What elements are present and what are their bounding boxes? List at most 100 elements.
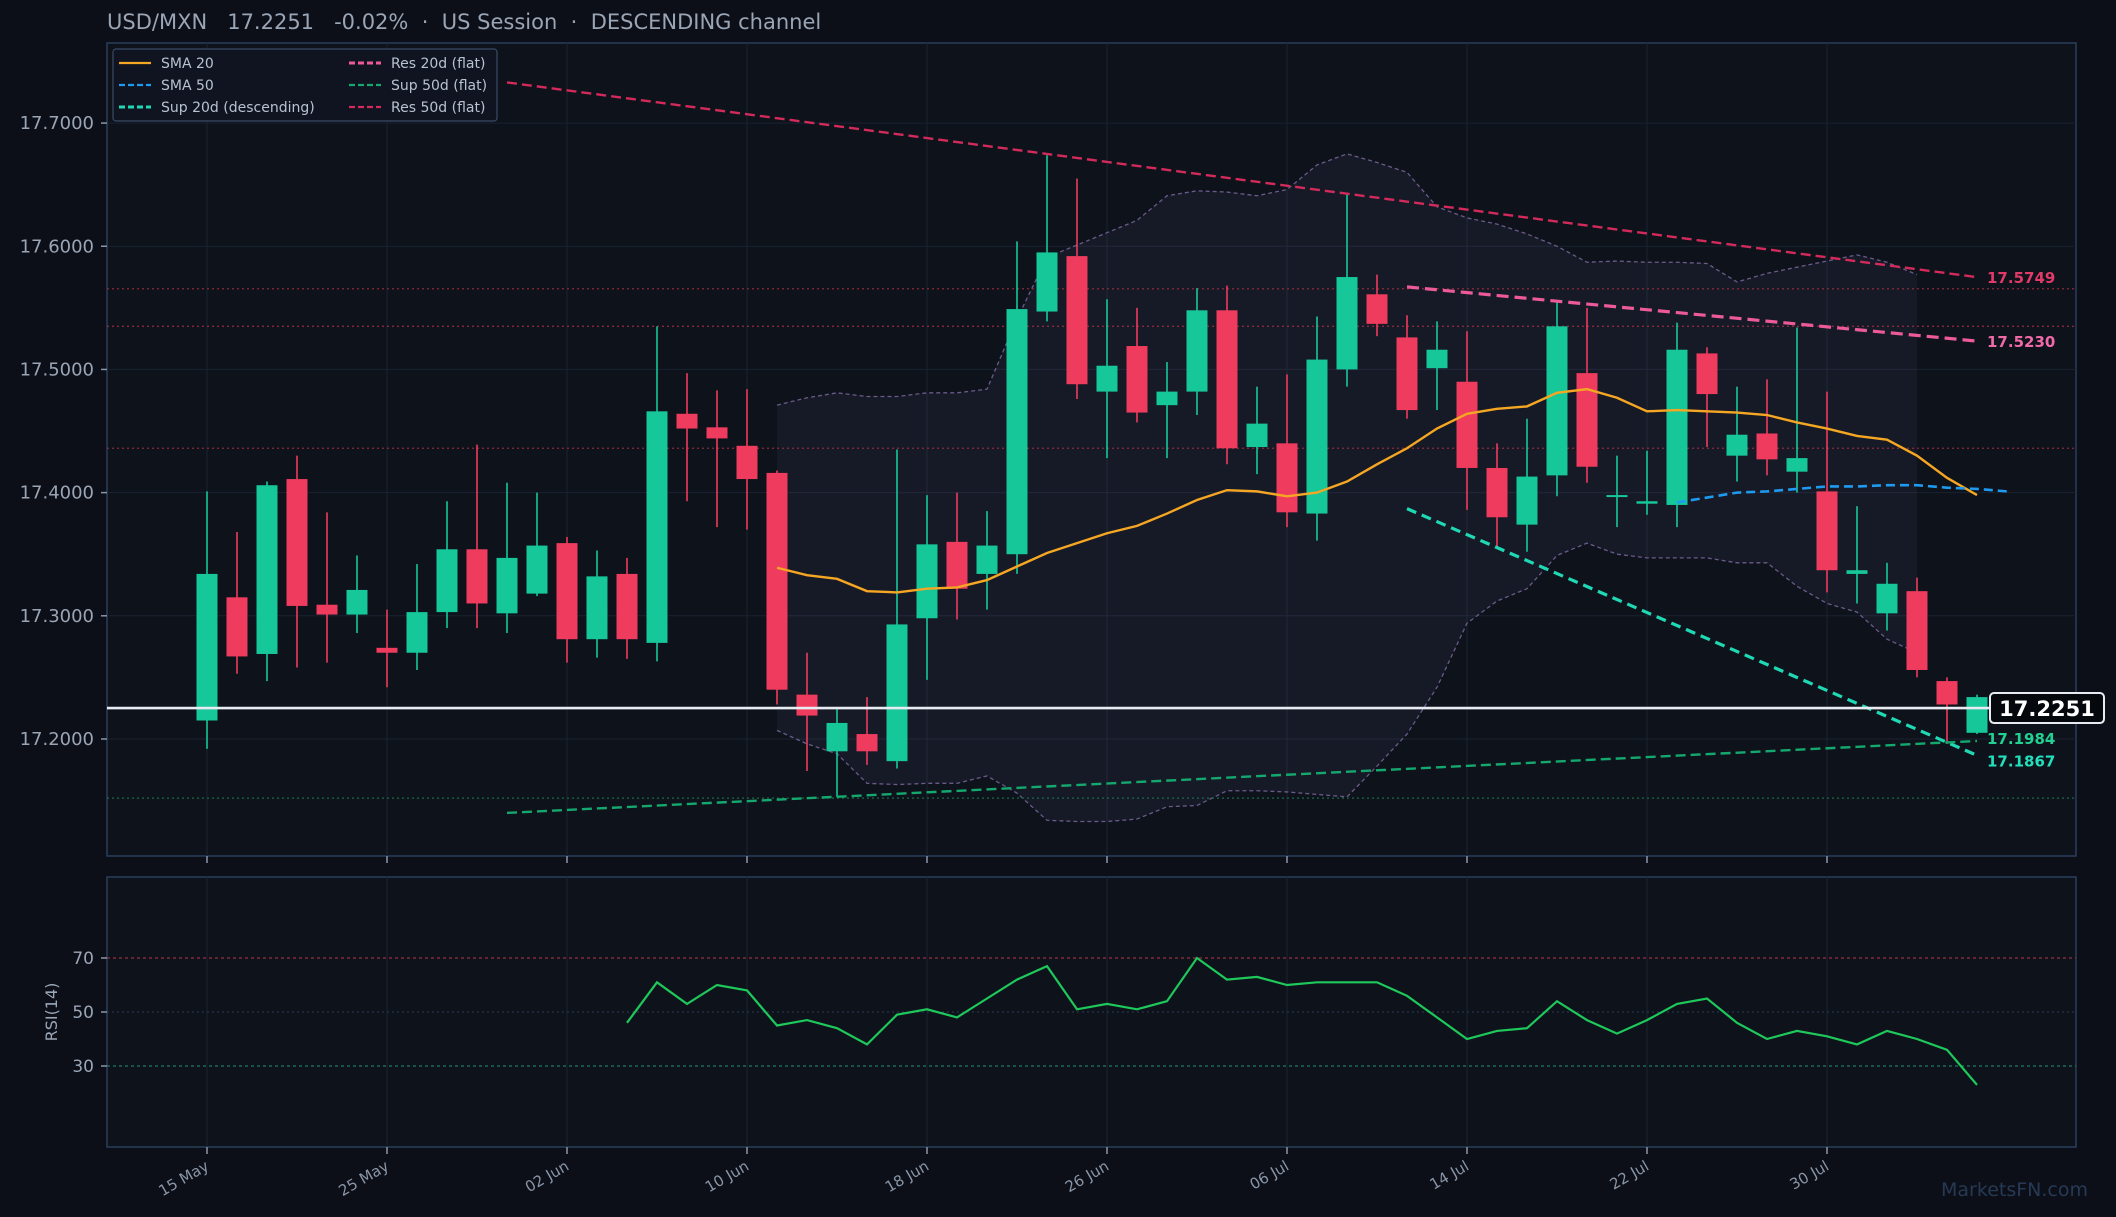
candle-body-up — [1186, 310, 1208, 392]
candle-body-down — [556, 543, 578, 640]
candle-body-down — [1216, 310, 1238, 449]
x-tick-label: 22 Jul — [1607, 1157, 1652, 1194]
title-separator: · — [570, 10, 578, 34]
candle-body-up — [1036, 252, 1058, 312]
candle-body-down — [946, 541, 968, 589]
candle-body-down — [1126, 346, 1148, 413]
legend-label: SMA 20 — [161, 56, 214, 72]
legend-label: Sup 20d (descending) — [161, 100, 315, 116]
candle-body-up — [1786, 458, 1808, 472]
candle-body-up — [1606, 495, 1628, 498]
candle-body-up — [1426, 349, 1448, 369]
legend-label: Res 50d (flat) — [391, 100, 485, 116]
candle-body-down — [1816, 491, 1838, 571]
trendline — [1406, 507, 1978, 757]
channel-label: DESCENDING channel — [590, 10, 822, 34]
candle-body-up — [1246, 423, 1268, 448]
price-label: 17.2251 — [227, 10, 315, 34]
change-label: -0.02% — [334, 10, 409, 34]
watermark: MarketsFN.com — [1941, 1179, 2088, 1201]
y-tick-label: 17.6000 — [20, 236, 94, 257]
candle-body-down — [1456, 381, 1478, 468]
trendline-value-label: 17.1867 — [1987, 752, 2055, 770]
candle-body-up — [1726, 434, 1748, 456]
session-label: US Session — [441, 10, 558, 34]
x-tick-label: 26 Jun — [1062, 1157, 1112, 1196]
candle-body-down — [1486, 467, 1508, 518]
rsi-y-tick-label: 30 — [72, 1057, 94, 1077]
candle-body-down — [766, 472, 788, 690]
legend-label: Sup 50d (flat) — [391, 78, 487, 94]
candle-body-up — [1876, 583, 1898, 614]
x-tick-label: 14 Jul — [1427, 1157, 1472, 1194]
candle-body-up — [1306, 359, 1328, 514]
y-tick-label: 17.3000 — [20, 606, 94, 627]
bollinger-upper-band — [776, 153, 1918, 406]
candle-body-up — [976, 545, 998, 574]
candle-body-down — [1396, 337, 1418, 411]
candle-body-up — [526, 545, 548, 594]
trendline — [506, 81, 1978, 279]
x-tick-label: 15 May — [155, 1157, 212, 1200]
candle-body-down — [316, 604, 338, 615]
chart-title: USD/MXN 17.2251 -0.02% · US Session · DE… — [107, 10, 821, 34]
candle-body-down — [676, 413, 698, 429]
candle-body-up — [1516, 476, 1538, 525]
candle-body-down — [706, 427, 728, 439]
rsi-y-tick-label: 70 — [72, 949, 94, 969]
candle-body-down — [466, 549, 488, 604]
candle-body-up — [436, 549, 458, 613]
candle-body-up — [1546, 326, 1568, 476]
candle-body-down — [1696, 353, 1718, 395]
trendline-value-label: 17.1984 — [1987, 730, 2055, 748]
candle-body-down — [1936, 681, 1958, 705]
x-tick-label: 02 Jun — [522, 1157, 572, 1196]
candle-body-up — [916, 544, 938, 619]
candle-body-up — [1006, 309, 1028, 555]
x-tick-label: 10 Jun — [702, 1157, 752, 1196]
rsi-y-tick-label: 50 — [72, 1003, 94, 1023]
candle-body-up — [826, 722, 848, 752]
trendline-value-label: 17.5749 — [1987, 269, 2055, 287]
candle-body-down — [1366, 294, 1388, 324]
x-tick-label: 06 Jul — [1247, 1157, 1292, 1194]
candle-body-up — [406, 612, 428, 653]
candle-body-up — [1156, 391, 1178, 406]
candle-body-down — [226, 597, 248, 657]
candle-body-down — [376, 647, 398, 653]
x-tick-label: 18 Jun — [882, 1157, 932, 1196]
symbol-label: USD/MXN — [107, 10, 208, 34]
candle-body-down — [1906, 591, 1928, 670]
price-panel — [106, 42, 2077, 857]
candle-body-down — [856, 734, 878, 752]
candle-body-down — [1276, 443, 1298, 513]
candle-body-up — [1336, 277, 1358, 370]
x-tick-label: 25 May — [335, 1157, 392, 1200]
candle-body-up — [1096, 365, 1118, 392]
current-price-label: 17.2251 — [1999, 697, 2095, 721]
candle-body-down — [616, 573, 638, 640]
legend-label: Res 20d (flat) — [391, 56, 485, 72]
bollinger-lower-band — [776, 542, 1918, 823]
candle-body-up — [256, 485, 278, 654]
candle-body-up — [496, 557, 518, 614]
candle-body-up — [1636, 501, 1658, 504]
candle-body-down — [1756, 433, 1778, 460]
trendline-value-label: 17.5230 — [1987, 333, 2055, 351]
candle-body-up — [196, 573, 218, 721]
legend: SMA 20 SMA 50 Sup 20d (descending) Res 20d … — [112, 48, 498, 122]
candle-body-up — [346, 589, 368, 615]
candle-body-up — [1666, 349, 1688, 505]
candle-body-down — [1066, 256, 1088, 385]
current-price-badge — [1989, 692, 2105, 725]
candle-body-down — [286, 479, 308, 606]
rsi-axis-label: RSI(14) — [42, 983, 61, 1042]
trendline — [506, 739, 1978, 815]
trendline — [1406, 285, 1978, 343]
legend-box — [112, 48, 498, 122]
candle-body-down — [736, 445, 758, 480]
y-tick-label: 17.2000 — [20, 729, 94, 750]
candle-body-down — [796, 694, 818, 716]
